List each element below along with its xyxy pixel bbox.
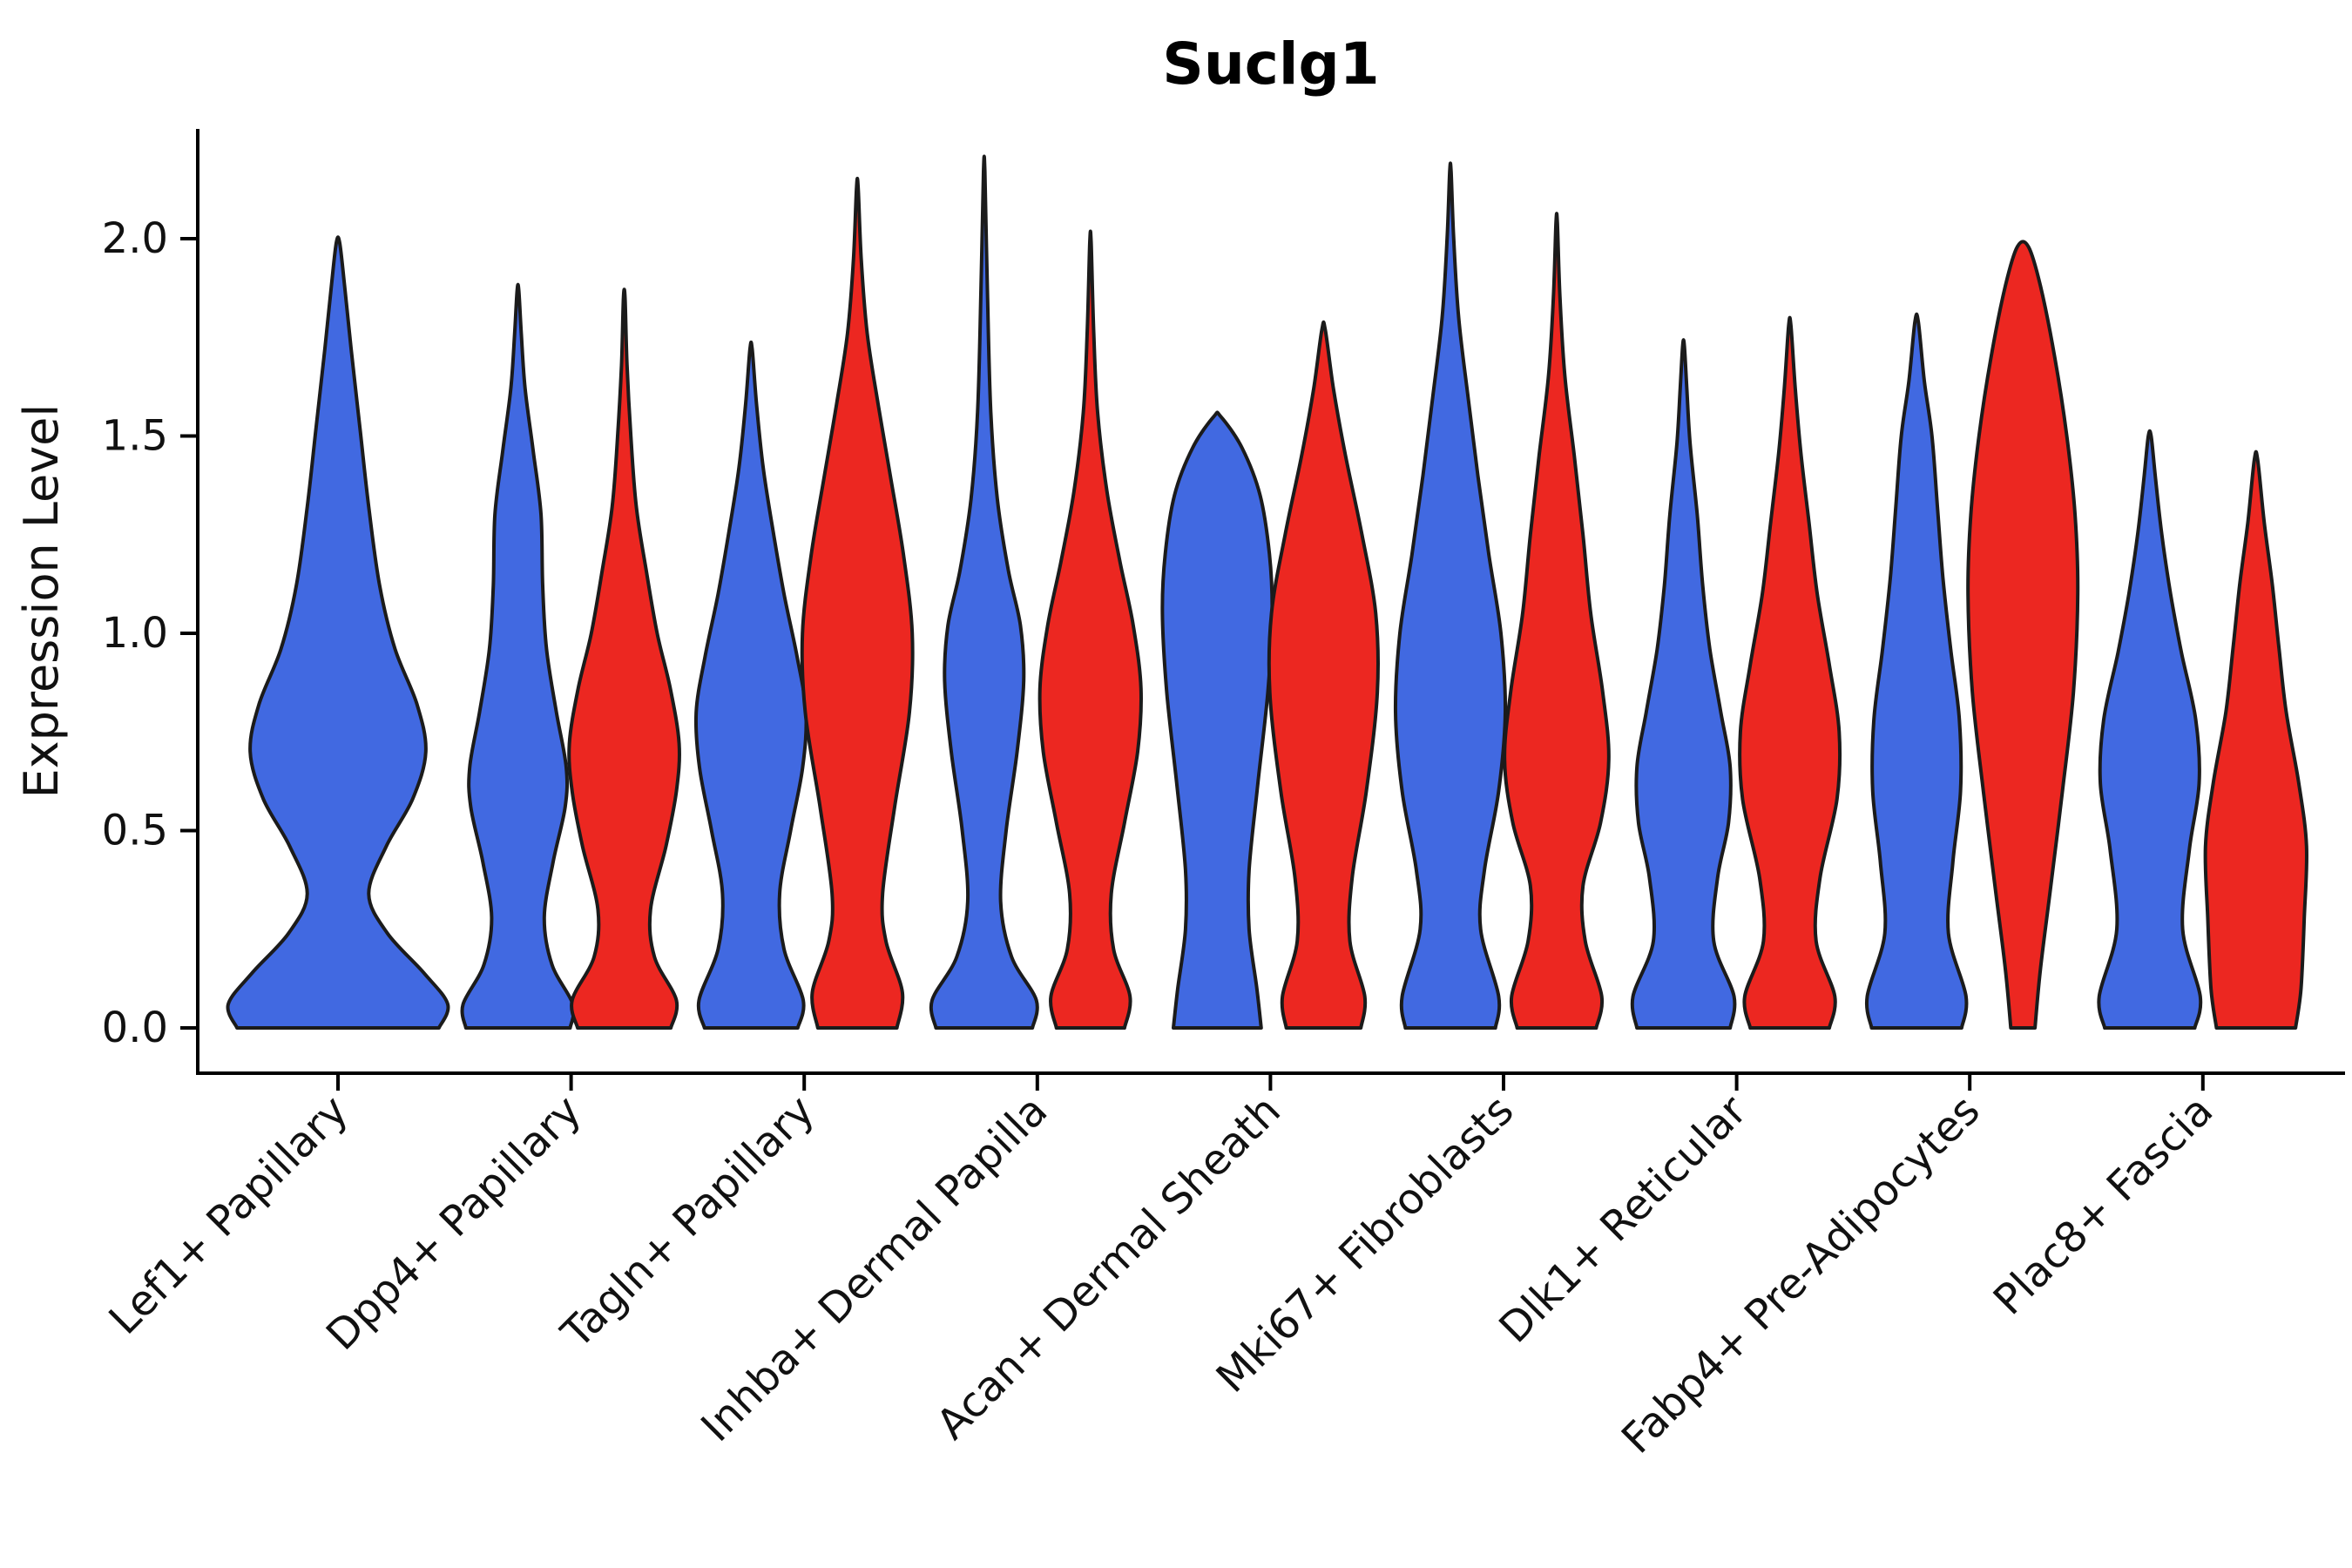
x-tick-label: Dpp4+ Papillary xyxy=(317,1086,591,1360)
violin-fabp4-pre-adipocytes-group2 xyxy=(1966,240,2080,1030)
y-tick-label: 2.0 xyxy=(102,214,168,263)
violin-tagln-papillary-group2 xyxy=(800,176,915,1030)
violin-inhba-dermal-papilla-group2 xyxy=(1037,229,1144,1030)
y-tick-label: 0.0 xyxy=(102,1004,168,1052)
violin-acan-dermal-sheath-group1 xyxy=(1160,410,1274,1030)
y-tick-label: 0.5 xyxy=(102,807,168,855)
x-tick-label: Dlk1+ Reticular xyxy=(1490,1086,1756,1353)
x-tick-label: Tagln+ Papillary xyxy=(551,1086,823,1358)
chart-title: Suclg1 xyxy=(1162,30,1379,98)
axis-spines xyxy=(196,129,2345,1075)
violin-tagln-papillary-group1 xyxy=(693,340,808,1030)
y-tick-label: 1.0 xyxy=(102,609,168,658)
violin-plac8-fascia-group2 xyxy=(2203,449,2309,1030)
violin-plac8-fascia-group1 xyxy=(2097,429,2203,1030)
violin-lef1-papillary-group1 xyxy=(226,235,450,1030)
violin-dlk1-reticular-group2 xyxy=(1738,315,1842,1030)
violin-dpp4-papillary-group1 xyxy=(460,282,576,1030)
x-tick-label: Lef1+ Papillary xyxy=(100,1086,358,1344)
violin-inhba-dermal-papilla-group1 xyxy=(929,154,1039,1030)
violin-mki67-fibroblasts-group2 xyxy=(1503,212,1611,1030)
violin-dlk1-reticular-group1 xyxy=(1630,338,1737,1030)
violin-dpp4-papillary-group2 xyxy=(567,287,681,1030)
violin-fabp4-pre-adipocytes-group1 xyxy=(1864,312,1969,1030)
y-tick-label: 1.5 xyxy=(102,412,168,461)
violin-mki67-fibroblasts-group1 xyxy=(1393,161,1508,1030)
x-tick-label: Plac8+ Fascia xyxy=(1984,1086,2223,1325)
y-axis-label: Expression Level xyxy=(14,404,69,799)
violins-layer xyxy=(226,154,2309,1030)
violin-acan-dermal-sheath-group2 xyxy=(1267,320,1381,1030)
